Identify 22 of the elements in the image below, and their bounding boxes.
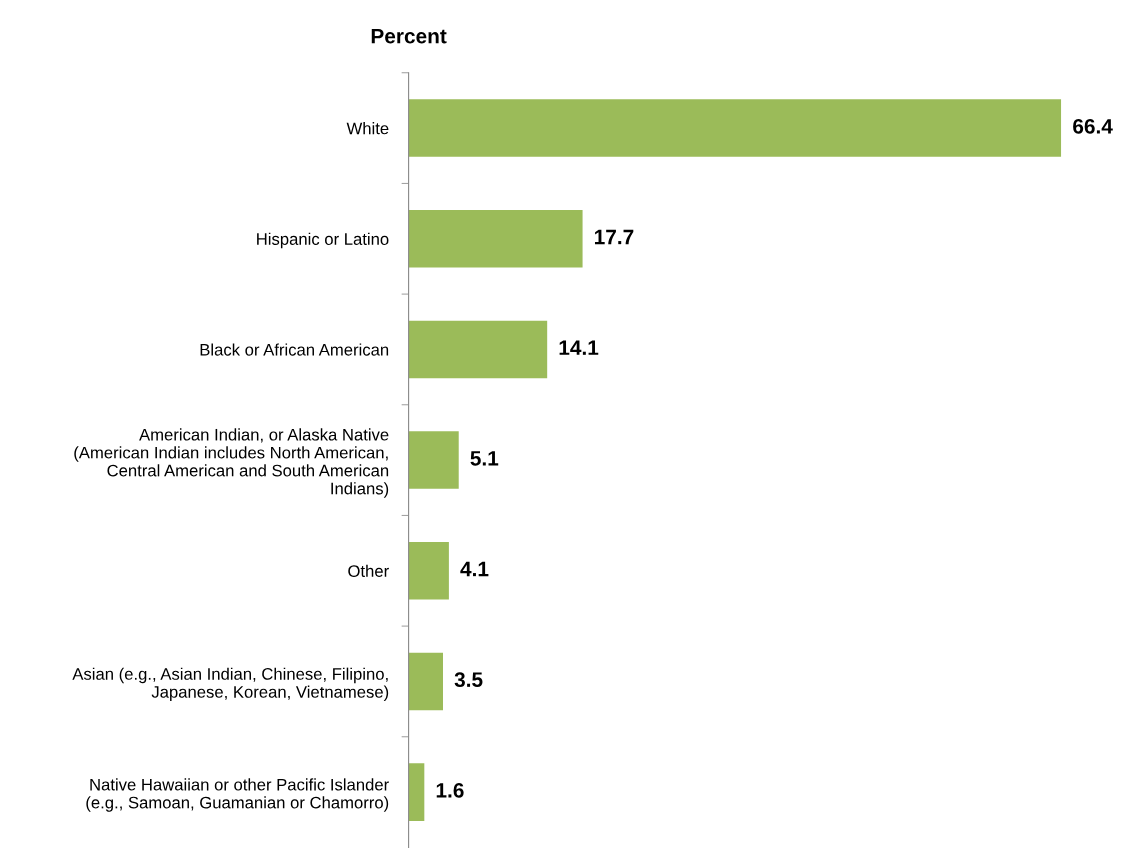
y-tick-label: American Indian, or Alaska Native (American Indian includes North American, Central American and South American Indians) (74, 428, 389, 498)
bar (408, 541, 449, 600)
data-label: 4.1 (460, 561, 489, 577)
chart-title: Percent (371, 28, 447, 44)
data-label: 17.7 (594, 229, 634, 245)
bar (408, 763, 425, 821)
data-label: 3.5 (454, 672, 483, 688)
y-tick-label: Asian (e.g., Asian Indian, Chinese, Filipino, Japanese, Korean, Vietnamese) (72, 667, 389, 702)
y-tick-label: White (346, 122, 389, 135)
data-label: 14.1 (559, 340, 599, 355)
bar (408, 99, 1062, 157)
bar (408, 209, 583, 268)
bar (408, 320, 548, 379)
data-label: 5.1 (470, 451, 499, 466)
data-label: 66.4 (1073, 118, 1113, 134)
bar (408, 652, 443, 711)
data-label: 1.6 (436, 782, 464, 798)
y-tick-label: Black or African American (200, 343, 389, 356)
bar (408, 431, 459, 489)
y-tick-label: Hispanic or Latino (257, 232, 389, 249)
y-tick-label: Native Hawaiian or other Pacific Islander (e.g., Samoan, Guamanian or Chamorro) (86, 778, 389, 812)
y-tick-label: Other (348, 564, 389, 577)
